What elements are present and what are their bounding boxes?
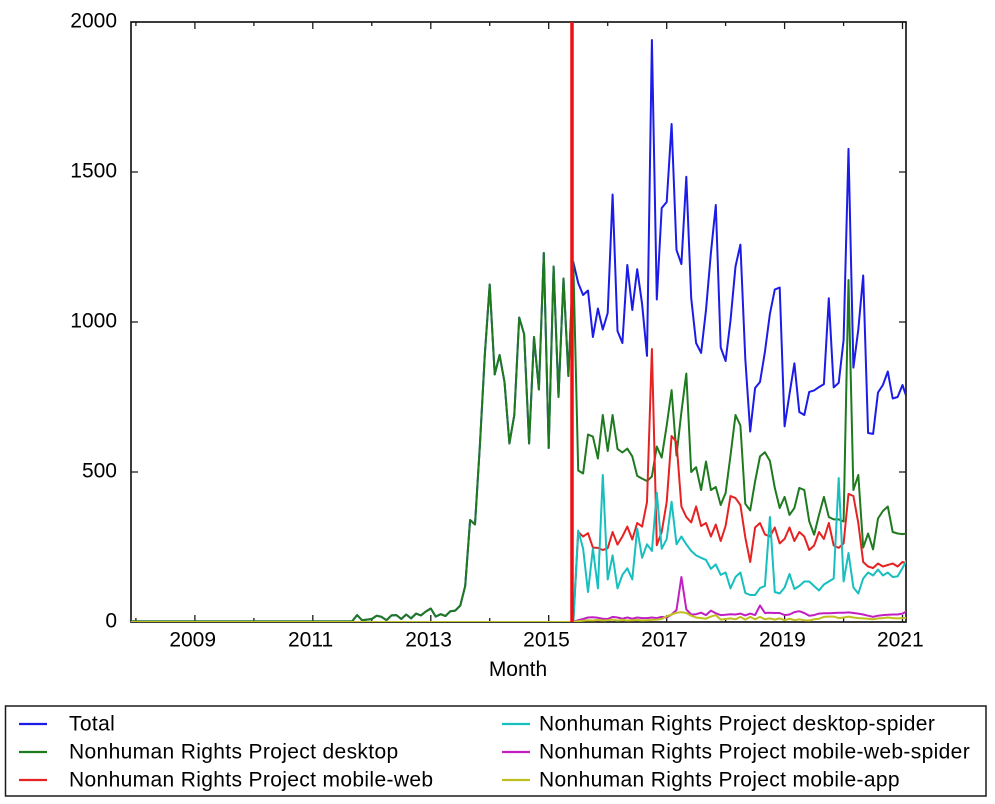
svg-text:2009: 2009	[169, 629, 216, 652]
svg-text:2019: 2019	[759, 629, 806, 652]
svg-text:2011: 2011	[288, 629, 333, 652]
svg-text:Nonhuman Rights Project mobile: Nonhuman Rights Project mobile-app	[539, 769, 900, 792]
svg-text:1000: 1000	[70, 310, 117, 333]
svg-text:1500: 1500	[70, 160, 117, 183]
svg-text:Nonhuman Rights Project mobile: Nonhuman Rights Project mobile-web-spide…	[539, 741, 970, 764]
svg-text:2015: 2015	[523, 629, 570, 652]
svg-text:500: 500	[82, 460, 117, 483]
svg-text:Nonhuman Rights Project deskto: Nonhuman Rights Project desktop-spider	[539, 713, 935, 736]
svg-text:Total: Total	[69, 713, 115, 736]
svg-text:Nonhuman Rights Project deskto: Nonhuman Rights Project desktop	[69, 741, 399, 764]
svg-text:0: 0	[105, 610, 117, 633]
svg-text:2013: 2013	[405, 629, 452, 652]
svg-text:2000: 2000	[70, 10, 117, 33]
svg-text:Month: Month	[489, 658, 547, 681]
svg-text:2017: 2017	[641, 629, 688, 652]
svg-text:Nonhuman Rights Project mobile: Nonhuman Rights Project mobile-web	[69, 769, 433, 792]
svg-text:2021: 2021	[877, 629, 924, 652]
